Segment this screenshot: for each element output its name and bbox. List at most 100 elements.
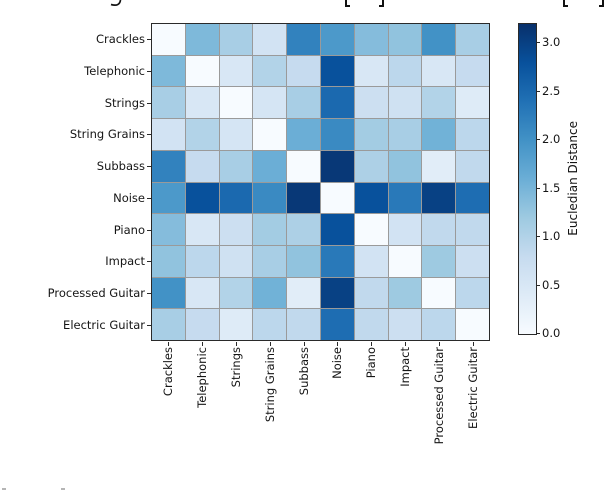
heatmap-cell	[253, 214, 287, 245]
heatmap-cell	[152, 182, 185, 214]
heatmap-cell	[253, 245, 287, 277]
heatmap-cell	[320, 150, 354, 182]
heatmap-cell	[422, 119, 456, 150]
heatmap-cell	[287, 245, 320, 277]
x-tick-label: Impact	[398, 347, 412, 387]
heatmap-cell	[422, 150, 456, 182]
colorbar-tick-mark	[537, 333, 540, 334]
heatmap-cell	[388, 119, 422, 150]
cropped-glyph-bracket-left-icon	[345, 0, 350, 7]
heatmap-cell	[354, 214, 388, 245]
x-tick-label: Telephonic	[195, 347, 210, 408]
colorbar-tick-mark	[537, 285, 540, 286]
heatmap-cell	[354, 245, 388, 277]
heatmap-cell	[219, 309, 253, 340]
y-tick-mark	[147, 230, 151, 231]
y-tick-label: Impact	[105, 254, 145, 269]
y-tick-mark	[147, 325, 151, 326]
x-tick-mark	[270, 342, 271, 346]
colorbar-tick-mark	[537, 236, 540, 237]
heatmap-cell	[185, 150, 219, 182]
heatmap-cell	[456, 55, 489, 87]
heatmap-cell	[320, 182, 354, 214]
heatmap-cell	[456, 24, 489, 55]
heatmap-cell	[456, 150, 489, 182]
x-tick-label: Electric Guitar	[465, 347, 480, 429]
x-tick-label: Piano	[364, 347, 379, 379]
heatmap-cell	[320, 119, 354, 150]
heatmap-cell	[219, 182, 253, 214]
heatmap-cell	[388, 309, 422, 340]
heatmap-cell	[253, 182, 287, 214]
colorbar-tick-label: 1.5	[542, 181, 561, 195]
heatmap-cell	[354, 277, 388, 309]
heatmap-cell	[185, 309, 219, 340]
heatmap-cell	[456, 182, 489, 214]
heatmap-cell	[219, 245, 253, 277]
heatmap-cell	[422, 24, 456, 55]
y-tick-label: Processed Guitar	[47, 285, 145, 300]
x-tick-label: Strings	[229, 347, 243, 388]
colorbar-tick-mark	[537, 91, 540, 92]
heatmap-cell	[456, 245, 489, 277]
y-tick-label: Telephonic	[84, 64, 145, 79]
colorbar-tick-label: 3.0	[542, 35, 561, 49]
heatmap-cell	[388, 150, 422, 182]
colorbar-tick-label: 0.5	[542, 278, 561, 292]
colorbar-tick-mark	[537, 188, 540, 189]
heatmap-cell	[422, 214, 456, 245]
heatmap-cell	[219, 277, 253, 309]
x-tick-mark	[304, 342, 305, 346]
heatmap-cell	[219, 87, 253, 119]
y-tick-mark	[147, 261, 151, 262]
heatmap-cell	[388, 214, 422, 245]
x-tick-mark	[337, 342, 338, 346]
heatmap-cell	[219, 24, 253, 55]
heatmap-cell	[253, 277, 287, 309]
x-tick-label: String Grains	[262, 347, 277, 423]
colorbar-tick-mark	[537, 42, 540, 43]
y-tick-mark	[147, 71, 151, 72]
x-tick-mark	[473, 342, 474, 346]
heatmap-cell	[152, 309, 185, 340]
heatmap-cell	[320, 87, 354, 119]
heatmap-cell	[354, 182, 388, 214]
y-tick-label: Piano	[113, 222, 145, 237]
x-tick-mark	[168, 342, 169, 346]
y-tick-label: Noise	[113, 190, 145, 205]
heatmap-cell	[422, 309, 456, 340]
colorbar	[518, 23, 537, 335]
heatmap-cell	[219, 119, 253, 150]
heatmap-cell	[320, 277, 354, 309]
y-tick-mark	[147, 134, 151, 135]
heatmap-cell	[219, 55, 253, 87]
heatmap-cell	[388, 182, 422, 214]
heatmap-cell	[354, 87, 388, 119]
cropped-glyph-bracket-left-icon	[563, 0, 568, 7]
heatmap-cell	[320, 24, 354, 55]
heatmap-cell	[287, 182, 320, 214]
heatmap-cell	[320, 55, 354, 87]
x-tick-label: Subbass	[296, 347, 311, 396]
x-tick-mark	[236, 342, 237, 346]
heatmap-cell	[287, 150, 320, 182]
heatmap-cell	[456, 277, 489, 309]
heatmap-cell	[253, 24, 287, 55]
y-tick-label: Crackles	[95, 32, 145, 47]
heatmap-cell	[185, 214, 219, 245]
heatmap-cell	[320, 309, 354, 340]
heatmap-plot	[151, 23, 490, 341]
heatmap-cell	[287, 87, 320, 119]
heatmap-cell	[152, 55, 185, 87]
heatmap-cell	[354, 309, 388, 340]
colorbar-tick-label: 0.0	[542, 326, 561, 340]
heatmap-cell	[456, 87, 489, 119]
heatmap-cell	[152, 277, 185, 309]
heatmap-cell	[388, 87, 422, 119]
y-tick-label: Strings	[104, 95, 145, 110]
heatmap-cell	[388, 55, 422, 87]
heatmap-cell	[422, 245, 456, 277]
heatmap-cell	[388, 245, 422, 277]
y-tick-label: Subbass	[96, 159, 145, 174]
